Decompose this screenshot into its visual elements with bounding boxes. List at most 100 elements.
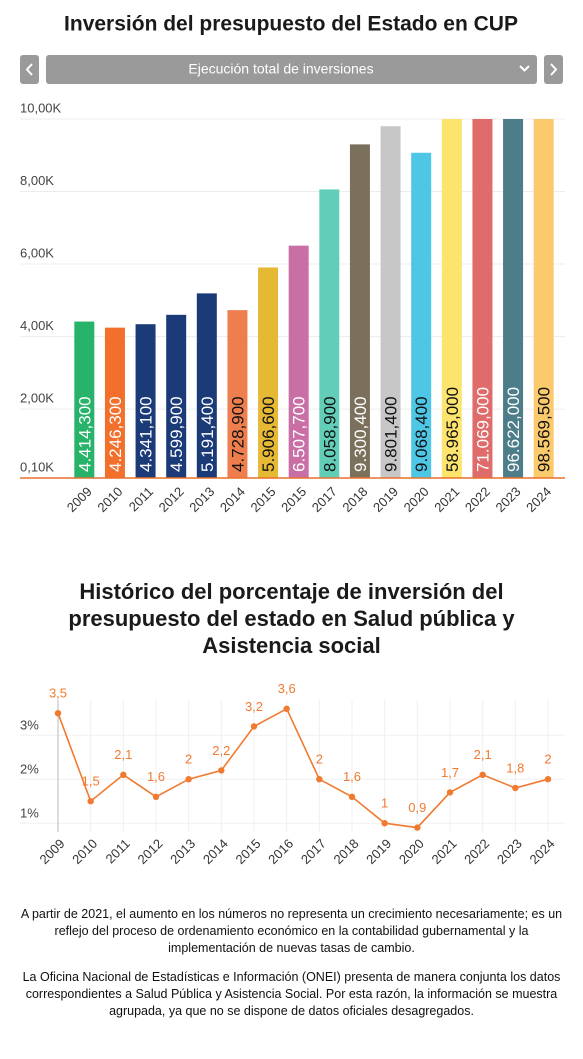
x-tick-label: 2023 (493, 484, 524, 515)
x-tick-label: 2011 (103, 836, 133, 866)
data-label: 1,5 (82, 774, 100, 789)
data-label: 2,1 (114, 747, 132, 762)
x-tick-label: 2019 (363, 836, 394, 867)
data-label: 2 (544, 752, 551, 767)
point (381, 820, 388, 827)
bar (349, 144, 370, 479)
data-label: 8.058,900 (320, 396, 339, 472)
x-tick-label: 2018 (330, 836, 361, 867)
x-tick-label: 2014 (217, 484, 248, 515)
chart-title: Histórico del porcentaje de inversión de… (68, 579, 515, 658)
bar (319, 189, 340, 478)
chart-title: Inversión del presupuesto del Estado en … (64, 13, 518, 36)
data-label: 98.569,500 (535, 387, 554, 472)
data-label: 4.246,300 (106, 396, 125, 472)
data-label: 6.507,700 (290, 396, 309, 472)
x-tick-label: 2013 (167, 836, 198, 867)
data-label: 71.069,000 (473, 387, 492, 472)
bar (74, 321, 95, 478)
y-tick-label: 3% (20, 718, 39, 733)
bar (441, 119, 462, 479)
data-label: 1,8 (506, 760, 524, 775)
dropdown[interactable]: Ejecución total de inversiones (46, 55, 537, 84)
y-tick-label: 8,00K (20, 173, 54, 188)
bars (74, 119, 554, 479)
x-tick-label: 2024 (523, 484, 554, 515)
y-tick-label: 10,00K (20, 100, 62, 115)
x-tick-label: 2023 (494, 836, 525, 867)
point (54, 710, 62, 717)
y-tick-label: 2,00K (20, 391, 54, 406)
data-label: 3,5 (49, 686, 67, 701)
bar (503, 119, 524, 478)
x-tick-label: 2017 (298, 836, 329, 867)
data-label: 3,2 (245, 699, 263, 714)
x-tick-label: 2019 (370, 484, 401, 515)
point (446, 789, 454, 796)
x-tick-label: 2014 (200, 836, 231, 867)
x-tick-label: 2021 (428, 836, 459, 867)
bar (258, 267, 279, 478)
data-label: 2 (316, 752, 323, 767)
point (348, 793, 356, 800)
line (57, 707, 549, 829)
x-tick-label: 2015 (232, 836, 263, 867)
x-tick-label: 2021 (431, 484, 462, 515)
dropdown-label: Ejecución total de inversiones (188, 61, 373, 77)
bar (166, 314, 187, 478)
point (283, 705, 290, 712)
point (479, 771, 486, 778)
bar (380, 126, 401, 479)
x-tick-label: 2012 (156, 484, 187, 515)
y-tick-label: 1% (20, 806, 39, 821)
x-tick-label: 2018 (339, 484, 370, 515)
bar (104, 327, 125, 478)
point (250, 723, 258, 730)
data-label: 3,6 (278, 681, 296, 696)
x-tick-label: 2010 (69, 836, 100, 867)
y-tick-label: 4,00K (20, 318, 54, 333)
x-tick-label: 2016 (265, 836, 296, 867)
data-label: 4.728,900 (228, 396, 247, 472)
bar (135, 324, 156, 478)
point (152, 793, 160, 800)
x-tick-label: 2024 (526, 836, 557, 867)
x-tick-label: 2017 (309, 484, 340, 515)
notes: A partir de 2021, el aumento en los núme… (18, 906, 565, 1032)
data-label: 1,6 (343, 769, 361, 784)
data-label: 0,9 (408, 800, 426, 815)
x-tick-label: 2009 (64, 484, 95, 515)
prev-button[interactable] (20, 55, 39, 84)
point (544, 776, 552, 783)
data-label: 96.622,000 (504, 387, 523, 472)
point (87, 798, 94, 805)
point (316, 776, 323, 783)
data-label: 58.965,000 (443, 387, 462, 472)
data-label: 9.068,400 (412, 396, 431, 472)
bar (411, 152, 432, 478)
y-tick-label: 0,10K (20, 459, 54, 474)
y-tick-label: 2% (20, 762, 39, 777)
bar (533, 119, 554, 478)
note: La Oficina Nacional de Estadísticas e In… (22, 970, 561, 1018)
data-label: 1 (381, 796, 388, 811)
data-label: 1,6 (147, 769, 165, 784)
x-tick-label: 2020 (396, 836, 427, 867)
x-tick-label: 2012 (134, 836, 165, 867)
x-tick-label: 2010 (94, 484, 125, 515)
data-label: 1,7 (441, 765, 459, 780)
data-label: 2,1 (474, 747, 492, 762)
point (218, 767, 225, 774)
x-tick-label: 2015 (278, 484, 309, 515)
x-tick-label: 2009 (36, 836, 67, 867)
data-label: 4.341,100 (137, 396, 156, 472)
bar (472, 119, 493, 478)
charts: Inversión del presupuesto del Estado en … (20, 13, 565, 867)
data-label: 4.599,900 (167, 396, 186, 472)
data-label: 9.300,400 (351, 396, 370, 472)
point (185, 776, 192, 783)
next-button[interactable] (544, 55, 563, 84)
point (414, 824, 421, 831)
data-label: 2 (185, 752, 192, 767)
